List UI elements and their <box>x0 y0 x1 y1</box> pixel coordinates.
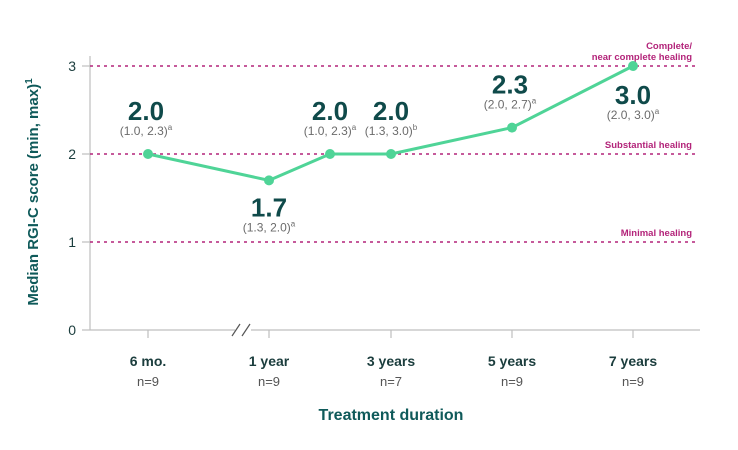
x-tick-label: 3 years <box>367 353 415 369</box>
data-point <box>507 122 517 133</box>
data-range-label: (1.0, 2.3)a <box>304 123 357 138</box>
data-range-label: (2.0, 3.0)a <box>607 107 660 122</box>
data-value-label: 2.3 <box>492 70 528 100</box>
y-tick-label: 0 <box>68 322 76 338</box>
x-tick-label: 1 year <box>249 353 290 369</box>
data-value-label: 3.0 <box>615 80 651 110</box>
x-tick-n-label: n=7 <box>380 374 402 389</box>
axis-break-mark <box>241 323 251 337</box>
x-tick-label: 7 years <box>609 353 657 369</box>
data-range-label: (1.3, 2.0)a <box>243 219 296 234</box>
axis-break-gap <box>235 324 251 336</box>
x-tick-n-label: n=9 <box>622 374 644 389</box>
series-line <box>147 64 634 182</box>
reference-line-label: Minimal healing <box>621 228 692 239</box>
y-tick-label: 1 <box>68 234 76 250</box>
x-tick-n-label: n=9 <box>501 374 523 389</box>
data-point <box>264 175 274 186</box>
data-value-label: 1.7 <box>251 192 287 222</box>
data-point <box>143 149 153 159</box>
y-tick-label: 2 <box>68 146 76 162</box>
data-value-label: 2.0 <box>373 96 409 126</box>
data-point <box>325 149 335 159</box>
y-tick-label: 3 <box>68 58 76 74</box>
x-tick-n-label: n=9 <box>258 374 280 389</box>
reference-line-label: Complete/ <box>646 41 692 52</box>
data-range-label: (1.0, 2.3)a <box>120 123 173 138</box>
x-tick-label: 6 mo. <box>130 353 167 369</box>
data-point <box>628 61 638 71</box>
reference-line-label: near complete healing <box>592 52 693 63</box>
data-value-label: 2.0 <box>312 96 348 126</box>
axis-break-mark <box>231 323 241 337</box>
x-axis-title: Treatment duration <box>319 407 464 424</box>
data-point <box>386 149 396 159</box>
y-axis-title: Median RGI-C score (min, max)1 <box>24 78 42 306</box>
x-tick-label: 5 years <box>488 353 536 369</box>
x-tick-n-label: n=9 <box>137 374 159 389</box>
data-value-label: 2.0 <box>128 96 164 126</box>
data-range-label: (1.3, 3.0)b <box>365 123 418 138</box>
data-range-label: (2.0, 2.7)a <box>484 97 537 112</box>
reference-line-label: Substantial healing <box>605 140 692 151</box>
